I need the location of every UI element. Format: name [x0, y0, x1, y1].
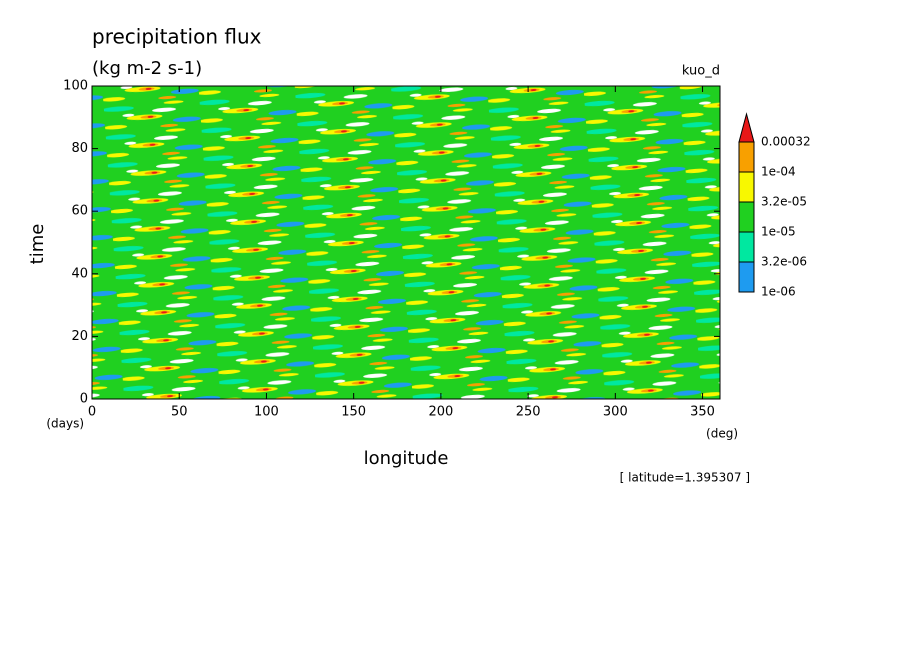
colorbar-box: [738, 141, 755, 173]
y-tick-label: 0: [80, 392, 88, 407]
x-tick-label: 150: [341, 405, 366, 420]
colorbar-label: 3.2e-06: [761, 255, 807, 269]
y-unit: (days): [46, 417, 84, 431]
colorbar-label: 1e-04: [761, 165, 796, 179]
y-tick-label: 80: [71, 141, 88, 156]
colorbar-label: 0.00032: [761, 135, 811, 149]
colorbar-box: [738, 231, 755, 263]
x-tick-label: 100: [254, 405, 279, 420]
colorbar-box: [738, 171, 755, 203]
colorbar-box: [738, 201, 755, 233]
y-tick-label: 60: [71, 204, 88, 219]
colorbar-arrow: [738, 112, 755, 143]
x-tick-label: 350: [690, 405, 715, 420]
chart-title: precipitation flux: [92, 25, 262, 49]
colorbar-box: [738, 261, 755, 293]
y-axis-label: time: [27, 224, 48, 265]
x-tick-label: 50: [171, 405, 188, 420]
run-label: kuo_d: [682, 64, 720, 79]
x-tick-label: 0: [88, 405, 96, 420]
x-tick-label: 250: [516, 405, 541, 420]
colorbar-label: 1e-05: [761, 225, 796, 239]
x-unit: (deg): [706, 427, 738, 441]
y-tick-label: 100: [63, 79, 88, 94]
x-tick-label: 200: [428, 405, 453, 420]
colorbar-label: 3.2e-05: [761, 195, 807, 209]
annotation: [ latitude=1.395307 ]: [620, 471, 750, 485]
contour-field: [91, 85, 721, 400]
x-axis-label: longitude: [364, 448, 449, 469]
x-tick-label: 300: [603, 405, 628, 420]
y-tick-label: 20: [71, 329, 88, 344]
chart-subtitle: (kg m-2 s-1): [92, 58, 202, 79]
y-tick-label: 40: [71, 266, 88, 281]
colorbar-label: 1e-06: [761, 285, 796, 299]
